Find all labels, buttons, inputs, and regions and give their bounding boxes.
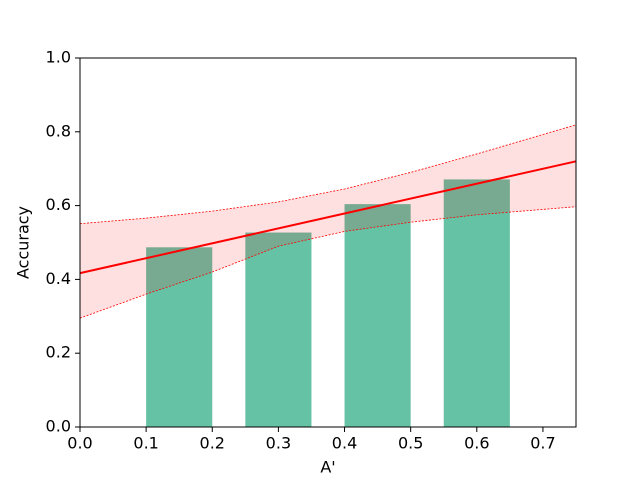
x-tick-label: 0.2 bbox=[200, 434, 225, 453]
bar bbox=[443, 179, 510, 427]
x-tick-label: 0.6 bbox=[464, 434, 489, 453]
x-tick-label: 0.0 bbox=[67, 434, 92, 453]
y-tick-label: 1.0 bbox=[46, 48, 71, 67]
x-tick-label: 0.1 bbox=[133, 434, 158, 453]
x-tick-label: 0.7 bbox=[530, 434, 555, 453]
y-axis-label: Accuracy bbox=[14, 206, 33, 279]
x-axis-label: A' bbox=[320, 458, 335, 477]
fit-line bbox=[79, 160, 577, 275]
y-tick-label: 0.0 bbox=[46, 417, 71, 436]
y-tick-label: 0.4 bbox=[46, 269, 71, 288]
bar bbox=[344, 204, 411, 427]
band-edge bbox=[79, 206, 577, 319]
x-tick-label: 0.3 bbox=[266, 434, 291, 453]
y-tick-label: 0.8 bbox=[46, 121, 71, 140]
plot-frame bbox=[79, 57, 577, 428]
band-edge bbox=[79, 124, 577, 225]
y-tick-label: 0.2 bbox=[46, 343, 71, 362]
confidence-band bbox=[80, 124, 576, 319]
x-tick-label: 0.5 bbox=[398, 434, 423, 453]
bar bbox=[146, 247, 213, 427]
x-tick-label: 0.4 bbox=[332, 434, 357, 453]
y-tick-label: 0.6 bbox=[46, 195, 71, 214]
bar bbox=[245, 232, 312, 427]
